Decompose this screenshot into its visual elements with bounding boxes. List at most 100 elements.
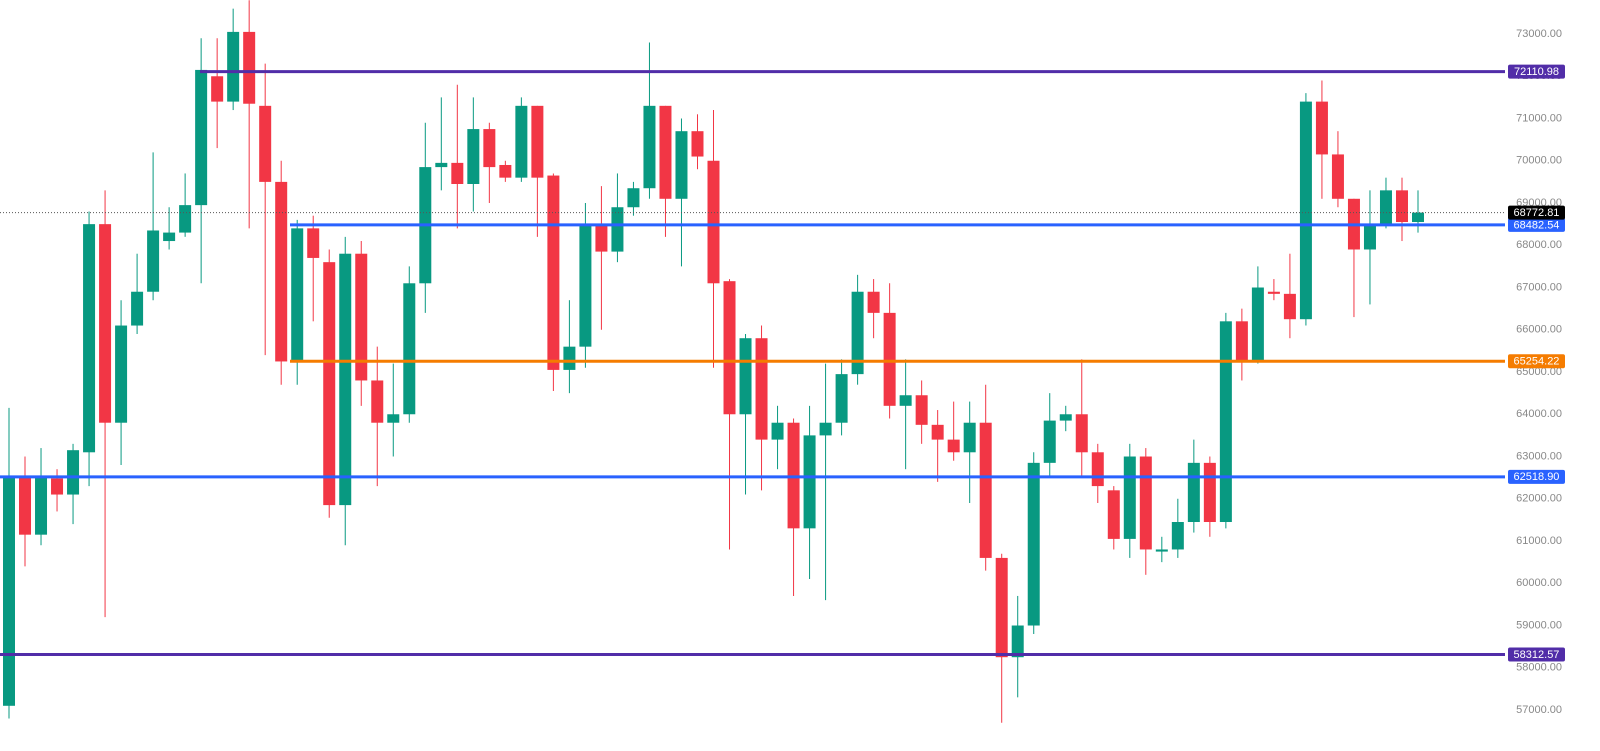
candle-body (67, 450, 80, 495)
candle-body (1107, 490, 1120, 539)
candle-body (947, 439, 960, 453)
candle-body (1203, 462, 1216, 523)
candle-body (1267, 291, 1280, 294)
candle-body (1043, 420, 1056, 463)
candle-body (931, 424, 944, 440)
y-tick-label: 57000.00 (1516, 704, 1562, 716)
candle-body (1091, 452, 1104, 487)
candle-body (531, 105, 544, 178)
candle-body (979, 422, 992, 558)
candle-body (739, 338, 752, 415)
candle-body (1155, 549, 1168, 552)
candle-body (675, 131, 688, 199)
candle-body (1283, 293, 1296, 320)
y-tick-label: 71000.00 (1516, 112, 1562, 124)
y-tick-label: 66000.00 (1516, 324, 1562, 336)
candle-body (35, 477, 48, 535)
candle-body (595, 224, 608, 252)
candle-body (1171, 522, 1184, 550)
candle-body (963, 422, 976, 453)
candle-body (403, 283, 416, 415)
candle-body (659, 105, 672, 199)
candle-body (899, 395, 912, 406)
candle-body (867, 291, 880, 313)
candle-body (227, 31, 240, 102)
candle-body (1075, 414, 1088, 453)
candle-body (1299, 101, 1312, 320)
candle-body (851, 291, 864, 375)
candle-body (243, 31, 256, 104)
candle-body (883, 312, 896, 406)
candle-body (1363, 224, 1376, 250)
candle-body (611, 207, 624, 252)
candle-body (179, 205, 192, 233)
y-tick-label: 68000.00 (1516, 239, 1562, 251)
y-tick-label: 67000.00 (1516, 281, 1562, 293)
candle-body (51, 478, 64, 495)
level-tag (1508, 469, 1565, 484)
candle-body (723, 281, 736, 415)
candle-body (1412, 212, 1424, 223)
level-tag (1508, 354, 1565, 369)
candle-body (163, 232, 176, 242)
y-tick-label: 65000.00 (1516, 366, 1562, 378)
level-tag (1508, 647, 1565, 662)
candle-body (3, 476, 15, 706)
level-tag (1508, 217, 1565, 232)
y-tick-label: 63000.00 (1516, 450, 1562, 462)
candle-body (803, 435, 816, 529)
candle-body (691, 131, 704, 157)
candle-body (915, 395, 928, 425)
candle-body (1187, 462, 1200, 523)
last-price-tag (1508, 205, 1565, 220)
candle-body (355, 253, 368, 381)
level-tag (1508, 64, 1565, 79)
candle-body (1251, 287, 1264, 362)
candle-body (1059, 414, 1072, 421)
level-label: 62518.90 (1514, 471, 1560, 483)
candle-body (627, 188, 640, 208)
y-tick-label: 58000.00 (1516, 662, 1562, 674)
candle-body (291, 228, 304, 362)
candle-body (435, 162, 448, 168)
y-tick-label: 59000.00 (1516, 619, 1562, 631)
candle-body (563, 346, 576, 370)
candle-body (115, 325, 128, 423)
candle-body (1379, 190, 1392, 225)
candle-body (515, 105, 528, 178)
candle-body (1123, 456, 1136, 539)
candle-body (467, 129, 480, 185)
candle-body (1235, 321, 1248, 362)
y-tick-label: 64000.00 (1516, 408, 1562, 420)
candle-body (339, 253, 352, 506)
candle-body (499, 164, 512, 178)
candle-body (99, 224, 112, 423)
candle-body (547, 175, 560, 370)
candle-body (83, 224, 96, 453)
candle-body (1395, 190, 1408, 223)
level-label: 72110.98 (1514, 66, 1559, 78)
candle-body (195, 69, 208, 206)
candle-body (307, 228, 320, 258)
candle-body (483, 129, 496, 168)
candle-body (1331, 154, 1344, 199)
level-label: 65254.22 (1514, 356, 1560, 368)
candle-body (371, 380, 384, 423)
y-tick-label: 70000.00 (1516, 155, 1562, 167)
y-tick-label: 62000.00 (1516, 493, 1562, 505)
candle-body (819, 422, 832, 436)
candle-body (387, 414, 400, 423)
candle-body (147, 230, 160, 292)
candle-body (275, 181, 288, 362)
candle-body (755, 338, 768, 440)
candle-body (1011, 625, 1024, 658)
candle-body (707, 160, 720, 284)
candle-body (579, 224, 592, 347)
candle-body (835, 374, 848, 423)
level-label: 68482.54 (1514, 219, 1560, 231)
candle-body (259, 105, 272, 182)
candle-body (995, 557, 1008, 658)
candle-body (643, 105, 656, 189)
level-label: 58312.57 (1514, 649, 1560, 661)
